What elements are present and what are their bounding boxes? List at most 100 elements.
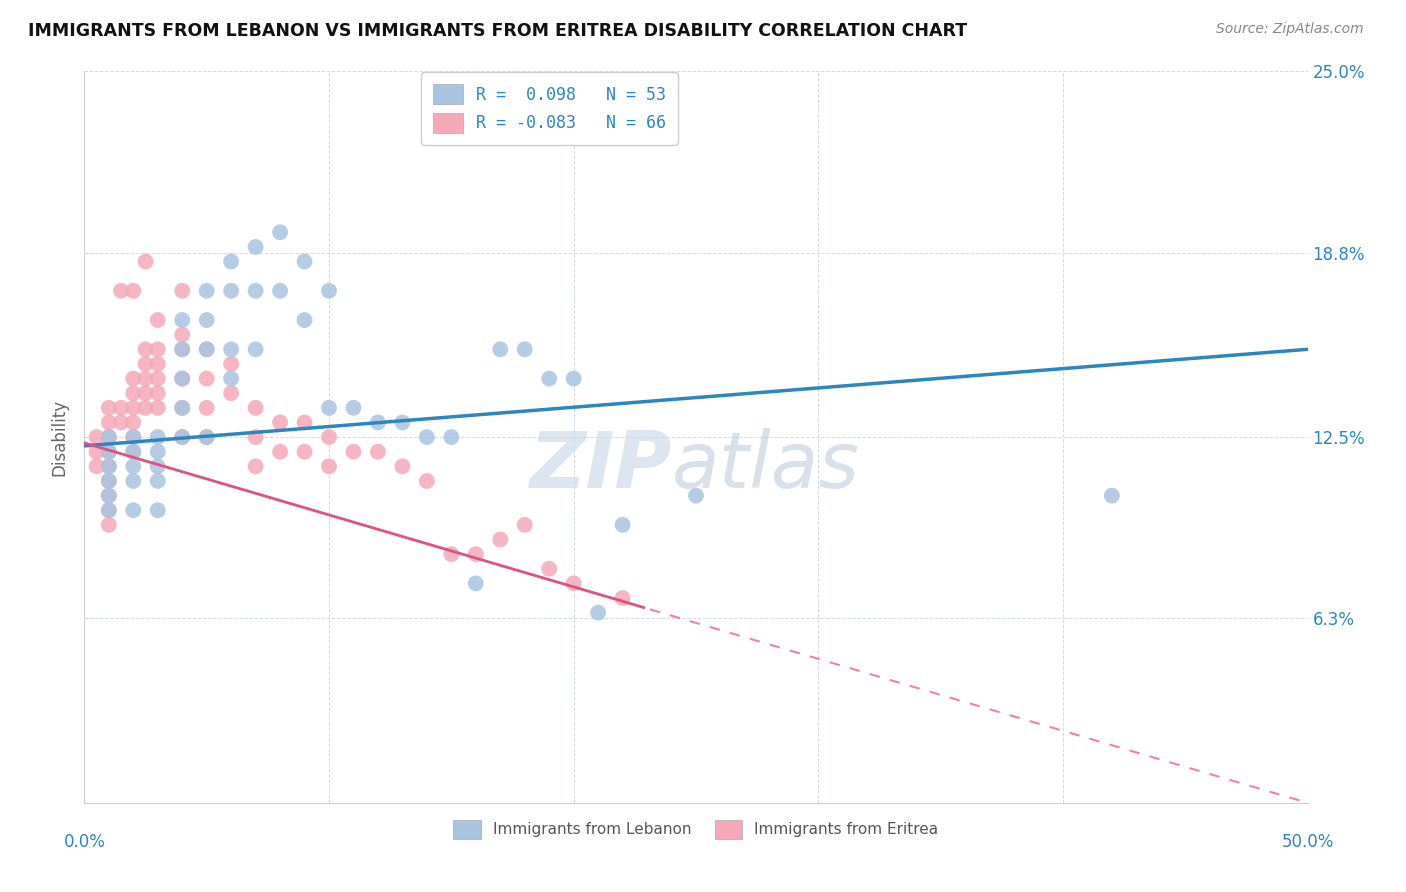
Point (538, 371, 561, 385)
Point (146, 371, 169, 385)
Point (86, 459, 108, 474)
Point (122, 416, 145, 430)
Point (464, 576, 486, 591)
Point (97, 459, 120, 474)
Point (269, 444, 291, 458)
Point (219, 371, 242, 385)
Point (122, 371, 145, 385)
Point (269, 284, 291, 298)
Point (416, 430, 439, 444)
Point (97, 474, 120, 488)
Point (135, 386, 157, 401)
Point (122, 459, 145, 474)
Point (86, 444, 108, 458)
Point (562, 371, 585, 385)
Point (146, 503, 169, 517)
Point (172, 401, 194, 415)
Point (110, 416, 132, 430)
Point (97, 430, 120, 444)
Point (513, 343, 536, 357)
Text: 50.0%: 50.0% (1281, 833, 1334, 851)
Point (294, 313, 316, 327)
Point (97, 474, 120, 488)
Point (318, 430, 340, 444)
Point (146, 444, 169, 458)
Point (612, 517, 634, 532)
Point (391, 459, 413, 474)
Point (172, 327, 194, 342)
Point (172, 371, 194, 385)
Point (440, 430, 463, 444)
Point (612, 591, 634, 605)
Point (172, 313, 194, 327)
Point (219, 254, 242, 268)
Point (219, 357, 242, 371)
Point (464, 547, 486, 561)
Point (586, 606, 609, 620)
Point (195, 284, 218, 298)
Point (195, 430, 218, 444)
Point (416, 474, 439, 488)
Point (135, 343, 157, 357)
Point (342, 444, 364, 458)
Point (269, 416, 291, 430)
Point (269, 225, 291, 239)
Point (135, 357, 157, 371)
Point (146, 313, 169, 327)
Point (318, 401, 340, 415)
Point (538, 94, 561, 108)
Point (97, 489, 120, 503)
Point (562, 576, 585, 591)
Point (122, 284, 145, 298)
Point (146, 474, 169, 488)
Point (86, 430, 108, 444)
Point (219, 284, 242, 298)
Point (97, 401, 120, 415)
Point (245, 401, 267, 415)
Point (110, 401, 132, 415)
Point (342, 401, 364, 415)
Point (135, 371, 157, 385)
Point (97, 517, 120, 532)
Point (97, 503, 120, 517)
Point (195, 343, 218, 357)
Point (245, 430, 267, 444)
Point (195, 430, 218, 444)
Point (172, 343, 194, 357)
Point (685, 489, 707, 503)
Point (146, 459, 169, 474)
Point (172, 430, 194, 444)
Point (440, 547, 463, 561)
Point (219, 386, 242, 401)
Point (122, 444, 145, 458)
Point (146, 401, 169, 415)
Point (172, 401, 194, 415)
Point (172, 371, 194, 385)
Point (245, 459, 267, 474)
Point (122, 386, 145, 401)
Point (1101, 489, 1123, 503)
Point (122, 401, 145, 415)
Point (367, 444, 389, 458)
Point (195, 313, 218, 327)
Text: IMMIGRANTS FROM LEBANON VS IMMIGRANTS FROM ERITREA DISABILITY CORRELATION CHART: IMMIGRANTS FROM LEBANON VS IMMIGRANTS FR… (28, 22, 967, 40)
Point (195, 343, 218, 357)
Point (146, 357, 169, 371)
Text: 0.0%: 0.0% (63, 833, 105, 851)
Point (391, 416, 413, 430)
Point (294, 254, 316, 268)
Point (135, 254, 157, 268)
Point (97, 503, 120, 517)
Text: ZIP: ZIP (529, 428, 672, 504)
Point (195, 401, 218, 415)
Point (318, 459, 340, 474)
Point (97, 416, 120, 430)
Point (97, 459, 120, 474)
Text: atlas: atlas (672, 428, 859, 504)
Point (110, 284, 132, 298)
Point (513, 517, 536, 532)
Point (489, 533, 512, 547)
Point (122, 503, 145, 517)
Y-axis label: Disability: Disability (51, 399, 69, 475)
Point (489, 343, 512, 357)
